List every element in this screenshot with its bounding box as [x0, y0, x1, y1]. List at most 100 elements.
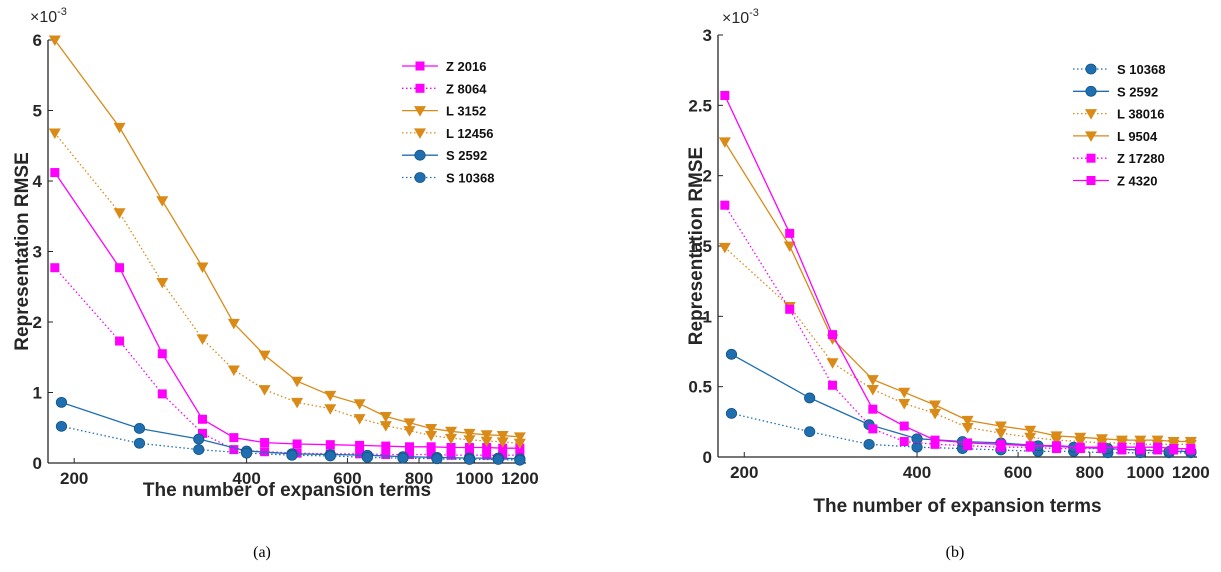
y-tick-label: 0 — [33, 454, 42, 473]
x-axis-label: The number of expansion terms — [813, 496, 1101, 517]
y-tick-label: 1 — [703, 307, 712, 326]
legend-label: Z 17280 — [1117, 151, 1165, 166]
data-point — [133, 437, 146, 449]
data-point — [868, 404, 878, 414]
plot-area — [718, 90, 1197, 459]
data-point — [292, 439, 302, 449]
legend-marker — [1085, 131, 1097, 142]
y-tick-label: 3 — [703, 26, 712, 45]
data-point — [828, 380, 838, 390]
x-tick-label: 600 — [1004, 463, 1032, 482]
data-point — [196, 334, 209, 345]
legend-label: L 3152 — [446, 104, 486, 119]
data-point — [115, 263, 125, 273]
y-tick-label: 6 — [33, 31, 42, 50]
legend-label: S 2592 — [446, 148, 487, 163]
data-point — [1117, 442, 1127, 452]
data-point — [379, 411, 392, 423]
data-point — [431, 453, 443, 465]
data-point — [113, 122, 126, 134]
data-point — [55, 420, 68, 432]
data-point — [1167, 437, 1180, 448]
data-point — [405, 442, 415, 452]
y-axis-label: Representation RMSE — [12, 152, 33, 350]
series-line — [724, 246, 1191, 445]
data-point — [1186, 444, 1196, 454]
data-point — [324, 404, 337, 415]
data-point — [1050, 431, 1063, 442]
legend-marker — [415, 61, 425, 71]
data-point — [718, 137, 731, 148]
legend-label: L 38016 — [1117, 107, 1164, 122]
legend-label: Z 4320 — [1117, 174, 1157, 189]
data-point — [258, 385, 271, 396]
chart-panel-b: 0 0.5 1 1.5 2 2.5 3 200 400 600 800 1000 1200 ×10-3 Th… — [686, 7, 1210, 561]
data-point — [1134, 435, 1147, 447]
data-point — [227, 318, 240, 330]
plot-area — [48, 35, 526, 466]
data-point — [783, 241, 796, 252]
data-point — [785, 304, 795, 314]
data-point — [1184, 437, 1197, 448]
x-tick-label: 200 — [730, 463, 758, 482]
legend-label: L 9504 — [1117, 129, 1158, 144]
series-line — [724, 95, 1191, 450]
data-point — [994, 428, 1007, 440]
data-point — [720, 200, 730, 210]
data-point — [929, 400, 942, 411]
data-point — [445, 426, 458, 438]
data-point — [463, 454, 476, 465]
data-point — [48, 128, 61, 140]
legend-marker — [1086, 176, 1096, 185]
series-l-38016 — [718, 242, 1197, 451]
data-point — [898, 399, 911, 410]
data-point — [804, 426, 816, 438]
data-point — [260, 438, 270, 448]
y-tick-label: 2 — [703, 167, 712, 186]
data-point — [828, 330, 838, 340]
y-multiplier-label: ×10-3 — [30, 6, 67, 26]
legend-marker — [1085, 109, 1097, 120]
data-point — [291, 397, 304, 409]
data-point — [324, 390, 337, 402]
data-point — [482, 442, 492, 452]
data-point — [1052, 441, 1062, 451]
data-point — [1025, 441, 1035, 451]
data-point — [229, 445, 239, 455]
data-point — [1115, 435, 1128, 447]
data-point — [482, 450, 492, 460]
data-point — [1024, 432, 1037, 444]
data-point — [353, 414, 366, 425]
data-point — [325, 440, 335, 450]
data-point — [1075, 442, 1085, 452]
data-point — [804, 392, 816, 404]
series-l-3152 — [48, 35, 526, 443]
data-point — [133, 423, 146, 434]
x-tick-label: 800 — [1076, 463, 1104, 482]
data-point — [446, 442, 456, 452]
data-point — [513, 438, 526, 450]
data-point — [355, 440, 365, 450]
data-point — [50, 263, 60, 273]
data-point — [718, 242, 731, 254]
data-point — [403, 426, 416, 437]
chart-panel-a: 0 1 2 3 4 5 6 200 400 600 800 1000 1200 ×10-3 The numb… — [12, 6, 539, 561]
data-point — [291, 376, 304, 388]
data-point — [720, 90, 730, 100]
legend-label: S 2592 — [1117, 84, 1158, 99]
data-point — [397, 452, 409, 464]
legend-label: S 10368 — [446, 171, 494, 186]
data-point — [425, 431, 438, 442]
legend: S 10368 S 2592 L 38016 L 9504 Z 17280 Z 4320 — [1073, 62, 1165, 189]
data-point — [826, 358, 839, 369]
data-point — [353, 399, 366, 410]
data-point — [496, 437, 509, 448]
data-point — [445, 433, 458, 445]
y-axis-label: Representation RMSE — [686, 147, 707, 345]
legend-marker — [1085, 85, 1097, 97]
x-tick-label: 600 — [333, 469, 361, 488]
data-point — [911, 433, 923, 445]
data-point — [480, 430, 493, 441]
legend-marker — [414, 172, 426, 183]
data-point — [361, 451, 373, 463]
